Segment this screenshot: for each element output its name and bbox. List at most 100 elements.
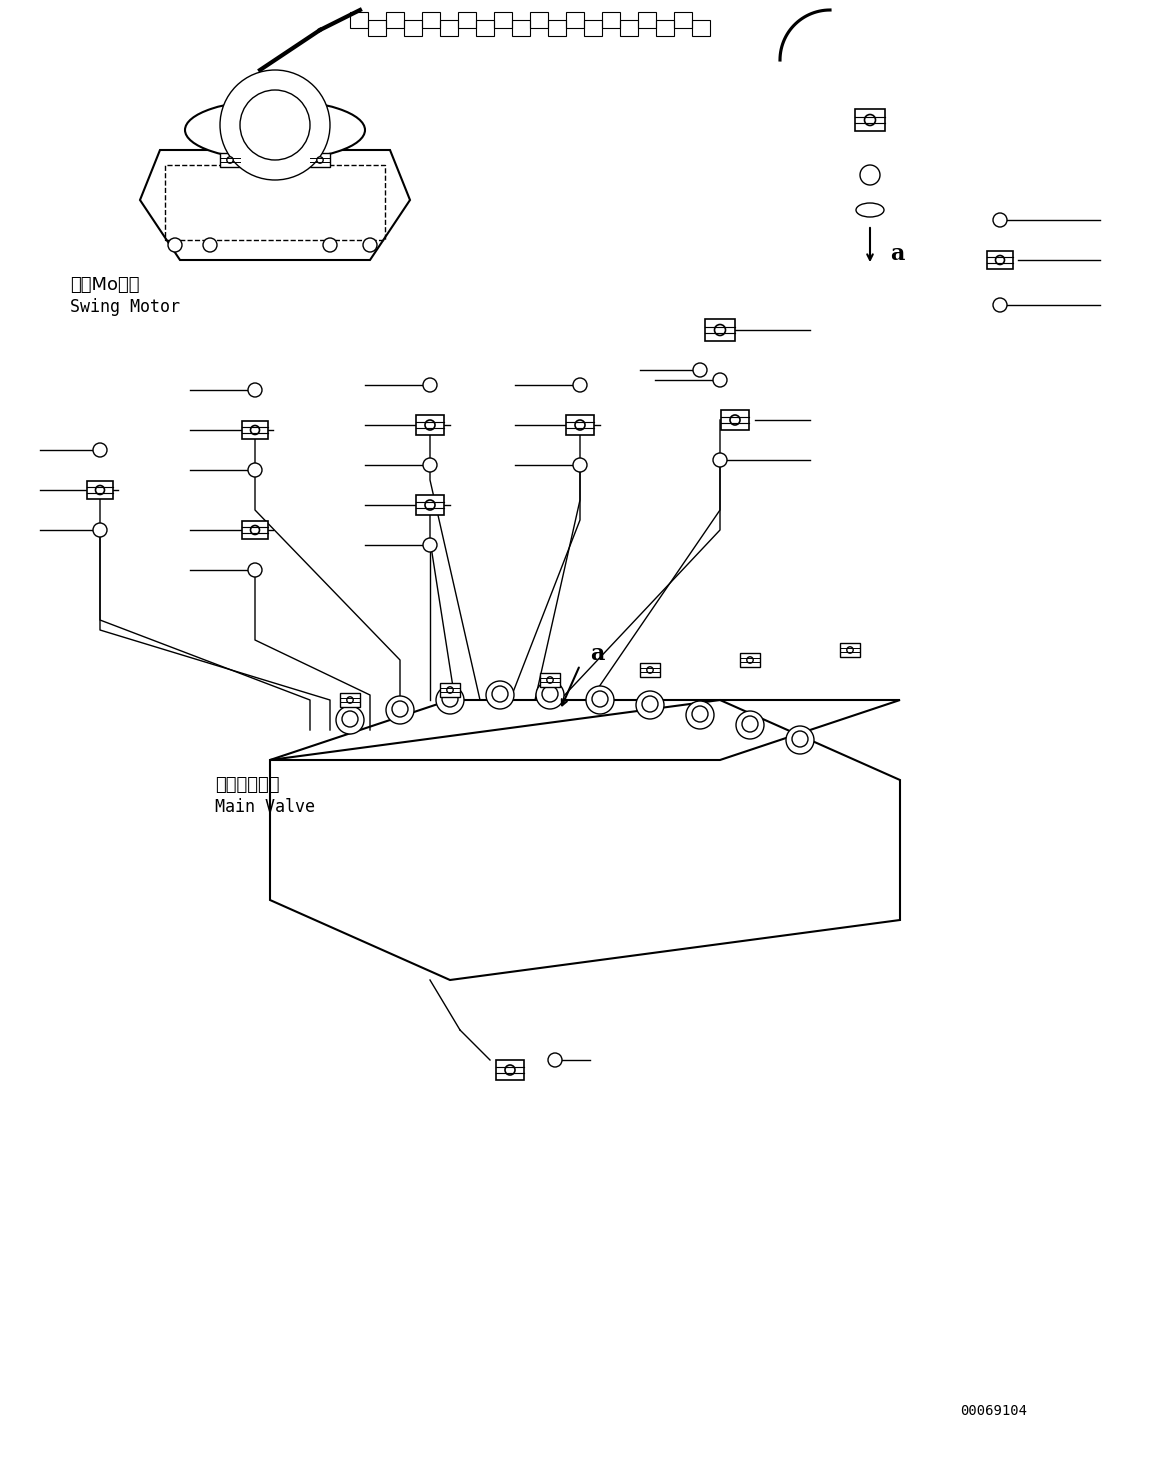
- Text: 旋回Moータ: 旋回Moータ: [70, 276, 140, 293]
- Bar: [416, 415, 444, 435]
- Text: 00069104: 00069104: [959, 1405, 1027, 1418]
- Circle shape: [792, 731, 808, 748]
- Circle shape: [505, 1064, 515, 1075]
- Circle shape: [363, 238, 377, 253]
- Circle shape: [227, 156, 234, 164]
- Circle shape: [442, 691, 458, 707]
- Circle shape: [736, 711, 764, 739]
- Circle shape: [636, 691, 664, 718]
- Circle shape: [240, 91, 311, 161]
- Circle shape: [93, 442, 107, 457]
- Bar: [602, 12, 620, 28]
- Bar: [638, 12, 656, 28]
- Circle shape: [686, 701, 714, 729]
- Circle shape: [423, 458, 437, 472]
- Circle shape: [586, 686, 614, 714]
- Bar: [566, 12, 584, 28]
- Bar: [530, 12, 548, 28]
- Bar: [341, 694, 359, 707]
- Bar: [87, 480, 113, 499]
- Circle shape: [248, 564, 262, 577]
- Bar: [541, 673, 559, 688]
- Bar: [368, 20, 386, 36]
- Bar: [441, 683, 459, 698]
- Circle shape: [864, 114, 876, 126]
- Bar: [620, 20, 638, 36]
- Bar: [741, 653, 759, 667]
- Bar: [165, 165, 385, 239]
- Circle shape: [996, 255, 1005, 264]
- Bar: [350, 12, 368, 28]
- Circle shape: [95, 486, 105, 495]
- Bar: [841, 642, 859, 657]
- Circle shape: [747, 657, 754, 663]
- Circle shape: [248, 383, 262, 397]
- Circle shape: [424, 499, 435, 510]
- Circle shape: [447, 686, 454, 693]
- Circle shape: [492, 686, 508, 702]
- Bar: [584, 20, 602, 36]
- Circle shape: [573, 458, 587, 472]
- Bar: [494, 12, 512, 28]
- Bar: [656, 20, 675, 36]
- Circle shape: [642, 696, 658, 712]
- Bar: [422, 12, 440, 28]
- Ellipse shape: [185, 99, 365, 161]
- Circle shape: [993, 298, 1007, 312]
- Circle shape: [714, 324, 726, 336]
- Ellipse shape: [856, 203, 884, 218]
- Bar: [476, 20, 494, 36]
- Circle shape: [392, 701, 408, 717]
- Circle shape: [693, 364, 707, 377]
- Bar: [705, 318, 735, 342]
- Circle shape: [536, 680, 564, 710]
- Bar: [404, 20, 422, 36]
- Circle shape: [859, 165, 880, 185]
- Circle shape: [592, 691, 608, 707]
- Bar: [987, 251, 1013, 269]
- Circle shape: [248, 463, 262, 477]
- Bar: [242, 420, 267, 439]
- Circle shape: [742, 715, 758, 731]
- Circle shape: [386, 696, 414, 724]
- Circle shape: [93, 523, 107, 537]
- Bar: [221, 153, 240, 168]
- Circle shape: [342, 711, 358, 727]
- Bar: [721, 410, 749, 431]
- Circle shape: [167, 238, 181, 253]
- Bar: [675, 12, 692, 28]
- Text: メインバルブ: メインバルブ: [215, 777, 279, 794]
- Bar: [641, 663, 659, 677]
- Text: a: a: [890, 242, 905, 266]
- Bar: [440, 20, 458, 36]
- Bar: [386, 12, 404, 28]
- Circle shape: [575, 420, 585, 431]
- Circle shape: [993, 213, 1007, 226]
- Bar: [495, 1060, 525, 1080]
- Circle shape: [323, 238, 337, 253]
- Text: a: a: [590, 642, 605, 664]
- Text: Swing Motor: Swing Motor: [70, 298, 180, 315]
- Circle shape: [786, 726, 814, 753]
- Bar: [566, 415, 594, 435]
- Circle shape: [316, 156, 323, 164]
- Circle shape: [336, 707, 364, 734]
- Circle shape: [347, 696, 354, 704]
- Text: Main Valve: Main Valve: [215, 799, 315, 816]
- Circle shape: [730, 415, 740, 425]
- Circle shape: [423, 537, 437, 552]
- Circle shape: [204, 238, 217, 253]
- Circle shape: [423, 378, 437, 391]
- Bar: [512, 20, 530, 36]
- Circle shape: [542, 686, 558, 702]
- Circle shape: [573, 378, 587, 391]
- Bar: [855, 110, 885, 131]
- Circle shape: [692, 707, 708, 723]
- Circle shape: [424, 420, 435, 431]
- Bar: [458, 12, 476, 28]
- Circle shape: [436, 686, 464, 714]
- Circle shape: [847, 647, 854, 653]
- Bar: [548, 20, 566, 36]
- Circle shape: [713, 372, 727, 387]
- Bar: [311, 153, 329, 168]
